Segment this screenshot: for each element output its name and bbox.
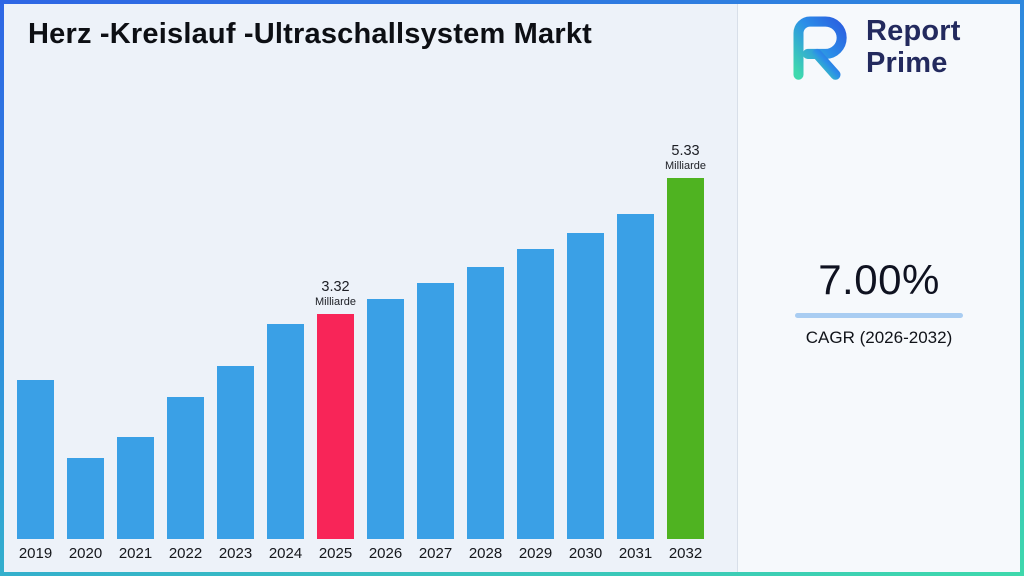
bar-column-2021: 2021 xyxy=(117,437,154,562)
bar-2021 xyxy=(117,437,154,539)
logo-word-report: Report xyxy=(866,14,961,47)
bar-2024 xyxy=(267,324,304,539)
bar-column-2020: 2020 xyxy=(67,458,104,562)
right-panel: Report Prime 7.00% CAGR (2026-2032) xyxy=(737,4,1020,572)
infographic-page: Herz -Kreislauf -Ultraschallsystem Markt… xyxy=(4,4,1020,572)
bar-column-2028: 2028 xyxy=(467,267,504,562)
bar-2031 xyxy=(617,214,654,539)
bar-2030 xyxy=(567,233,604,539)
x-axis-label-2026: 2026 xyxy=(368,545,403,562)
bar-column-2025: 3.32 Milliarde 2025 xyxy=(315,279,356,562)
bar-chart: 2019 2020 2021 2022 2023 2024 3.32 Milliarde 202… xyxy=(17,143,706,562)
x-axis-label-2024: 2024 xyxy=(268,545,303,562)
bar-2027 xyxy=(417,283,454,539)
cagr-value: 7.00% xyxy=(818,256,940,303)
x-axis-label-2022: 2022 xyxy=(168,545,203,562)
bar-2019 xyxy=(17,380,54,539)
bar-column-2024: 2024 xyxy=(267,324,304,562)
bar-column-2022: 2022 xyxy=(167,397,204,562)
report-prime-logo: Report Prime xyxy=(780,14,961,80)
logo-wordmark: Report Prime xyxy=(866,15,961,80)
bar-2029 xyxy=(517,249,554,539)
x-axis-label-2031: 2031 xyxy=(618,545,653,562)
chart-section: Herz -Kreislauf -Ultraschallsystem Markt… xyxy=(4,4,737,572)
bar-2025 xyxy=(317,314,354,539)
cagr-label: CAGR (2026-2032) xyxy=(805,328,953,347)
bar-2020 xyxy=(67,458,104,539)
bar-column-2026: 2026 xyxy=(367,299,404,562)
bar-value-label-2032: 5.33 Milliarde xyxy=(665,143,706,172)
bar-2028 xyxy=(467,267,504,539)
x-axis-label-2025: 2025 xyxy=(318,545,353,562)
bar-column-2031: 2031 xyxy=(617,214,654,562)
x-axis-label-2021: 2021 xyxy=(118,545,153,562)
cagr-underline-decoration xyxy=(795,313,963,318)
page-title: Herz -Kreislauf -Ultraschallsystem Markt xyxy=(28,18,593,50)
bar-2022 xyxy=(167,397,204,539)
x-axis-label-2029: 2029 xyxy=(518,545,553,562)
report-prime-logo-icon xyxy=(793,16,847,80)
bar-column-2029: 2029 xyxy=(517,249,554,562)
bar-value-label-2025: 3.32 Milliarde xyxy=(315,279,356,308)
cagr-block: 7.00% CAGR (2026-2032) xyxy=(738,256,1020,348)
bar-column-2032: 5.33 Milliarde 2032 xyxy=(665,143,706,562)
x-axis-label-2028: 2028 xyxy=(468,545,503,562)
x-axis-label-2027: 2027 xyxy=(418,545,453,562)
bar-column-2030: 2030 xyxy=(567,233,604,562)
x-axis-label-2020: 2020 xyxy=(68,545,103,562)
x-axis-label-2030: 2030 xyxy=(568,545,603,562)
bar-column-2019: 2019 xyxy=(17,380,54,562)
bar-2026 xyxy=(367,299,404,539)
x-axis-label-2019: 2019 xyxy=(18,545,53,562)
x-axis-label-2032: 2032 xyxy=(668,545,703,562)
logo-word-prime: Prime xyxy=(866,47,948,79)
bar-2032 xyxy=(667,178,704,539)
bar-2023 xyxy=(217,366,254,539)
bar-column-2023: 2023 xyxy=(217,366,254,562)
x-axis-label-2023: 2023 xyxy=(218,545,253,562)
bar-column-2027: 2027 xyxy=(417,283,454,562)
